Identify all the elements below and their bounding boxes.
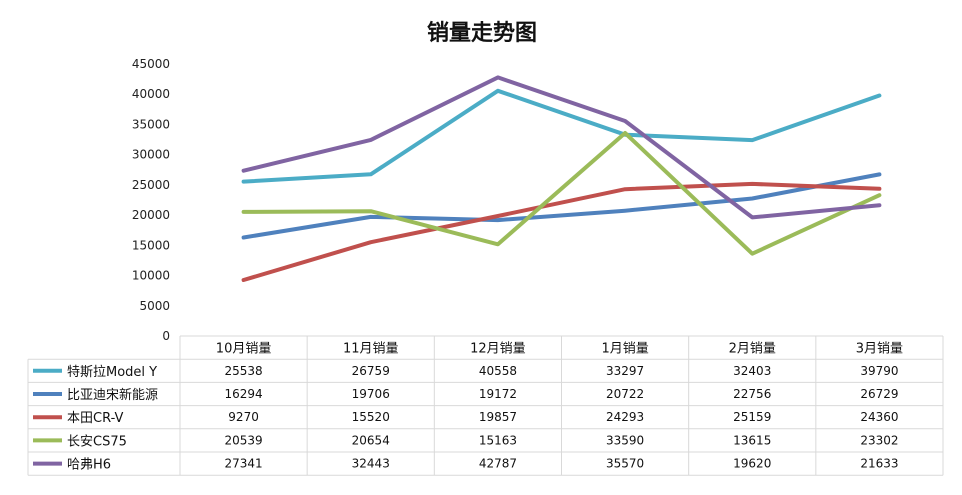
table-cell: 25538 (224, 364, 262, 378)
table-cell: 39790 (860, 364, 898, 378)
data-table-grid (27, 335, 944, 476)
series-name: 长安CS75 (67, 434, 127, 449)
category-label: 12月销量 (470, 342, 526, 357)
table-cell: 19172 (479, 387, 517, 401)
table-cell: 21633 (860, 457, 898, 471)
table-cell: 32443 (352, 457, 390, 471)
y-tick-label: 20000 (132, 208, 170, 222)
series-line (241, 181, 882, 282)
y-tick-label: 40000 (132, 87, 170, 101)
y-tick-label: 30000 (132, 148, 170, 162)
category-label: 2月销量 (729, 342, 776, 357)
y-tick-label: 0 (162, 329, 170, 343)
y-tick-label: 15000 (132, 238, 170, 252)
table-cell: 27341 (224, 457, 262, 471)
category-label: 10月销量 (216, 342, 272, 357)
table-cell: 15520 (352, 410, 390, 424)
table-cell: 20654 (352, 433, 390, 447)
table-cell: 32403 (733, 364, 771, 378)
table-cell: 19706 (352, 387, 390, 401)
table-cell: 26729 (860, 387, 898, 401)
table-cell: 25159 (733, 410, 771, 424)
series-name: 本田CR-V (67, 411, 124, 426)
series-name: 特斯拉Model Y (67, 365, 157, 380)
table-cell: 23302 (860, 433, 898, 447)
series-lines (241, 75, 882, 282)
y-tick-label: 25000 (132, 178, 170, 192)
y-tick-label: 10000 (132, 269, 170, 283)
y-tick-label: 5000 (139, 299, 170, 313)
table-cell: 15163 (479, 433, 517, 447)
table-cell: 35570 (606, 457, 644, 471)
y-axis: 0 5000 10000 15000 20000 25000 30000 35000 40000… (132, 57, 170, 343)
table-cell: 24360 (860, 410, 898, 424)
table-cell: 13615 (733, 433, 771, 447)
table-cell: 42787 (479, 457, 517, 471)
table-cell: 20722 (606, 387, 644, 401)
table-cell: 19857 (479, 410, 517, 424)
chart-title: 销量走势图 (427, 20, 537, 46)
category-label: 11月销量 (343, 342, 399, 357)
table-cell: 33590 (606, 433, 644, 447)
series-line (241, 75, 882, 220)
category-label: 1月销量 (601, 342, 648, 357)
series-line (241, 172, 882, 240)
table-cell: 40558 (479, 364, 517, 378)
table-cell: 22756 (733, 387, 771, 401)
table-cell: 19620 (733, 457, 771, 471)
series-name: 哈弗H6 (67, 458, 111, 473)
table-cell: 9270 (228, 410, 259, 424)
series-name: 比亚迪宋新能源 (67, 387, 158, 403)
table-cell: 24293 (606, 410, 644, 424)
table-cell: 16294 (224, 387, 262, 401)
table-cell: 33297 (606, 364, 644, 378)
series-line (241, 131, 882, 256)
y-tick-label: 45000 (132, 57, 170, 71)
series-line (241, 88, 882, 184)
y-tick-label: 35000 (132, 117, 170, 131)
table-cell: 20539 (224, 433, 262, 447)
table-cell: 26759 (352, 364, 390, 378)
category-label: 3月销量 (856, 342, 903, 357)
